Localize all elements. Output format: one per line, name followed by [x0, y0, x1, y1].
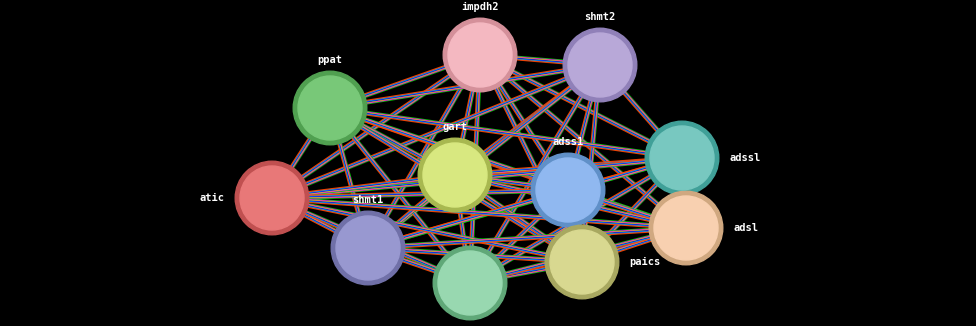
Circle shape: [418, 138, 492, 212]
Text: adsl: adsl: [734, 223, 758, 233]
Text: shmt1: shmt1: [352, 195, 384, 205]
Circle shape: [448, 23, 512, 87]
Circle shape: [649, 191, 723, 265]
Circle shape: [346, 226, 390, 270]
Circle shape: [293, 71, 367, 145]
Circle shape: [578, 43, 623, 87]
Circle shape: [250, 176, 295, 220]
Circle shape: [235, 161, 308, 235]
Circle shape: [559, 240, 604, 284]
Circle shape: [563, 28, 636, 102]
Circle shape: [448, 260, 493, 305]
Circle shape: [307, 86, 352, 130]
Text: adssl: adssl: [729, 153, 760, 163]
Circle shape: [650, 126, 714, 190]
Circle shape: [438, 251, 502, 315]
Text: atic: atic: [199, 193, 224, 203]
Circle shape: [550, 230, 614, 294]
Circle shape: [645, 121, 718, 195]
Circle shape: [443, 18, 517, 92]
Circle shape: [664, 206, 709, 250]
Circle shape: [240, 166, 304, 230]
Circle shape: [568, 33, 632, 97]
Text: ppat: ppat: [317, 55, 343, 65]
Circle shape: [433, 246, 507, 320]
Circle shape: [432, 153, 477, 198]
Text: gart: gart: [442, 122, 468, 132]
Circle shape: [546, 225, 619, 299]
Circle shape: [546, 168, 590, 213]
Text: adss1: adss1: [552, 137, 584, 147]
Text: paics: paics: [630, 257, 661, 267]
Circle shape: [660, 136, 705, 180]
Text: shmt2: shmt2: [585, 12, 616, 22]
Circle shape: [336, 216, 400, 280]
Circle shape: [298, 76, 362, 140]
Circle shape: [458, 33, 503, 77]
Text: impdh2: impdh2: [462, 2, 499, 12]
Circle shape: [423, 143, 487, 207]
Circle shape: [331, 211, 405, 285]
Circle shape: [654, 196, 718, 260]
Circle shape: [536, 158, 600, 222]
Circle shape: [531, 153, 605, 227]
